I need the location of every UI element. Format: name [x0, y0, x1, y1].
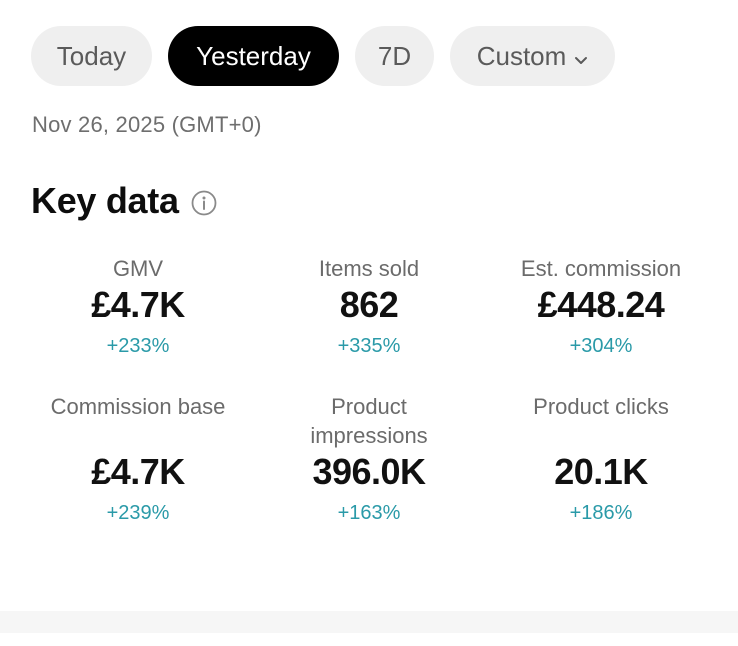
metric-label-line2: impressions [310, 423, 428, 448]
tab-yesterday[interactable]: Yesterday [168, 26, 339, 86]
metric-value: £4.7K [91, 451, 185, 492]
key-data-header: Key data [31, 180, 217, 222]
metric-label: Commission base [50, 394, 226, 419]
date-label: Nov 26, 2025 (GMT+0) [32, 112, 262, 137]
date-range-tabs: Today Yesterday 7D Custom [31, 26, 615, 86]
section-divider [0, 611, 738, 633]
metric-value: 862 [339, 284, 399, 325]
metric-label: Items sold [318, 256, 420, 281]
metric-change: +335% [337, 335, 401, 357]
metric-gmv: GMV £4.7K +233% [18, 254, 258, 359]
tab-today[interactable]: Today [31, 26, 152, 86]
metric-label: Product clicks [533, 394, 669, 419]
info-icon[interactable] [191, 190, 217, 216]
metric-label: Product impressions [249, 392, 489, 450]
tab-custom-label: Custom [476, 40, 567, 71]
metric-change: +239% [106, 502, 170, 524]
metric-product-clicks: Product clicks 20.1K +186% [481, 392, 721, 526]
metric-value: £448.24 [537, 284, 665, 325]
chevron-down-icon [574, 42, 588, 73]
tab-7d[interactable]: 7D [355, 26, 434, 86]
tab-custom[interactable]: Custom [450, 26, 615, 86]
metric-label: GMV [112, 256, 164, 281]
metric-change: +304% [569, 335, 633, 357]
tab-7d-label: 7D [377, 40, 412, 71]
section-title: Key data [31, 180, 179, 221]
metric-value: 20.1K [554, 451, 648, 492]
metric-items-sold: Items sold 862 +335% [249, 254, 489, 359]
tab-yesterday-label: Yesterday [196, 40, 311, 71]
metric-label: Est. commission [520, 256, 682, 281]
metric-label-line1: Product [331, 394, 407, 419]
tab-today-label: Today [56, 40, 127, 71]
metric-change: +163% [337, 502, 401, 524]
metric-est-commission: Est. commission £448.24 +304% [481, 254, 721, 359]
metric-value: £4.7K [91, 284, 185, 325]
metric-change: +233% [106, 335, 170, 357]
metric-product-impressions: Product impressions 396.0K +163% [249, 392, 489, 526]
metric-commission-base: Commission base £4.7K +239% [18, 392, 258, 526]
metric-change: +186% [569, 502, 633, 524]
metric-value: 396.0K [312, 451, 426, 492]
